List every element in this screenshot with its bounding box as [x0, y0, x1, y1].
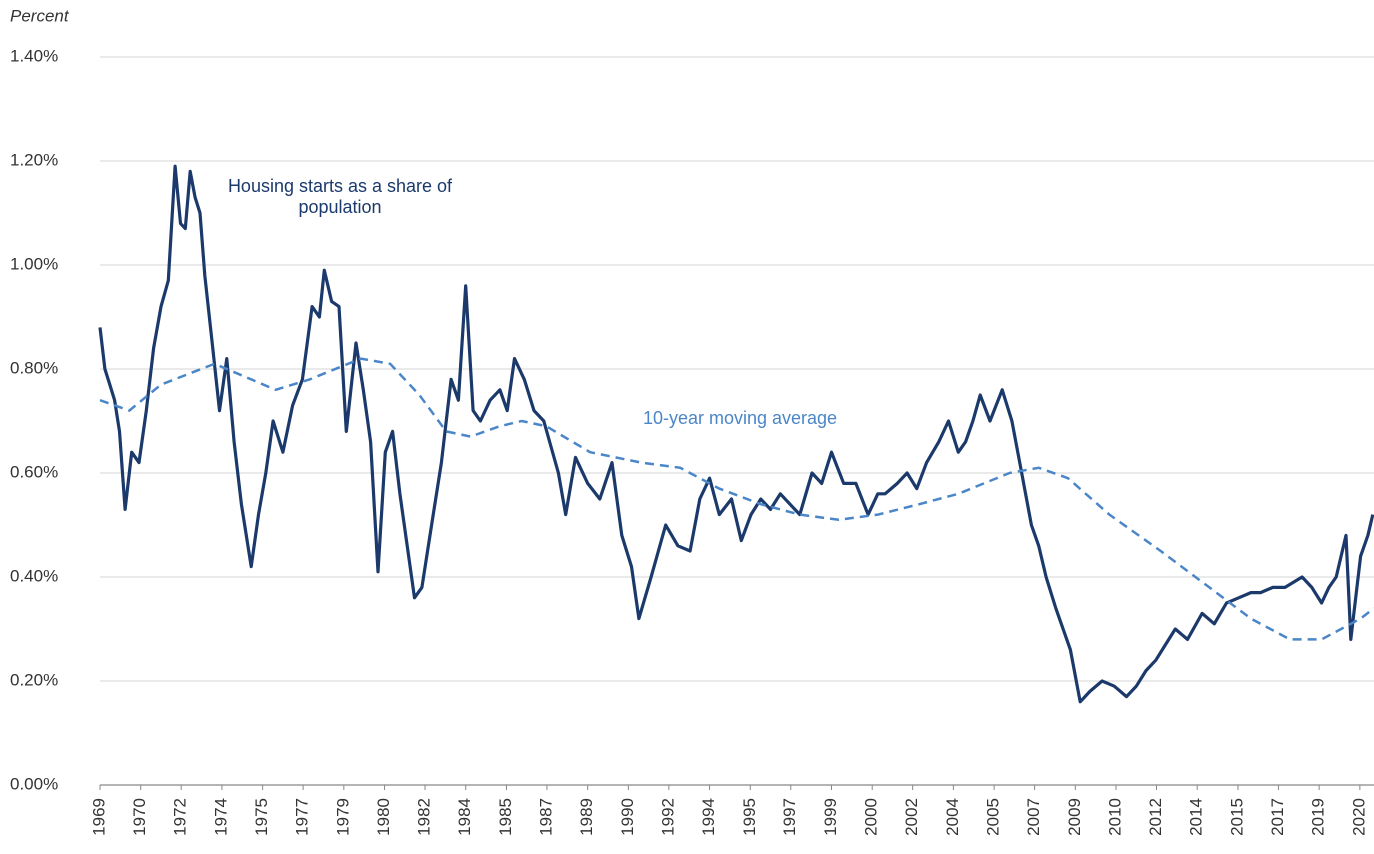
y-tick-label: 1.00%: [10, 254, 58, 273]
x-tick-label: 2015: [1227, 798, 1246, 836]
x-tick-label: 1995: [740, 798, 759, 836]
x-tick-label: 1979: [333, 798, 352, 836]
x-tick-label: 2014: [1187, 798, 1206, 836]
x-tick-label: 1970: [130, 798, 149, 836]
y-axis-label: Percent: [10, 6, 70, 25]
series-label: Housing starts as a share of population: [227, 176, 453, 217]
x-tick-label: 1999: [821, 798, 840, 836]
x-tick-label: 2005: [984, 798, 1003, 836]
series-line: [98, 164, 1374, 704]
y-tick-label: 0.00%: [10, 774, 58, 793]
x-tick-label: 1992: [658, 798, 677, 836]
x-tick-label: 1972: [171, 798, 190, 836]
x-tick-label: 1980: [374, 798, 393, 836]
x-tick-label: 2020: [1349, 798, 1368, 836]
x-tick-label: 1997: [780, 798, 799, 836]
y-tick-label: 0.40%: [10, 566, 58, 585]
x-tick-label: 1990: [618, 798, 637, 836]
x-tick-label: 1982: [415, 798, 434, 836]
x-tick-label: 1969: [89, 798, 108, 836]
x-tick-label: 2010: [1106, 798, 1125, 836]
x-tick-label: 2017: [1268, 798, 1287, 836]
x-tick-label: 1984: [455, 798, 474, 836]
y-tick-label: 0.60%: [10, 462, 58, 481]
x-tick-label: 2019: [1309, 798, 1328, 836]
y-tick-label: 1.40%: [10, 46, 58, 65]
y-tick-label: 1.20%: [10, 150, 58, 169]
x-tick-label: 1994: [699, 798, 718, 836]
x-tick-label: 1974: [211, 798, 230, 836]
x-tick-label: 2002: [902, 798, 921, 836]
y-tick-label: 0.20%: [10, 670, 58, 689]
series-label: 10-year moving average: [642, 408, 838, 428]
x-tick-label: 1989: [577, 798, 596, 836]
x-tick-label: 2004: [943, 798, 962, 836]
x-tick-label: 1977: [293, 798, 312, 836]
x-tick-label: 2009: [1065, 798, 1084, 836]
x-tick-label: 1975: [252, 798, 271, 836]
x-tick-label: 2007: [1024, 798, 1043, 836]
x-tick-label: 1987: [536, 798, 555, 836]
series-line: [99, 357, 1374, 641]
x-tick-label: 1985: [496, 798, 515, 836]
y-tick-label: 0.80%: [10, 358, 58, 377]
x-tick-label: 2012: [1146, 798, 1165, 836]
x-tick-label: 2000: [862, 798, 881, 836]
